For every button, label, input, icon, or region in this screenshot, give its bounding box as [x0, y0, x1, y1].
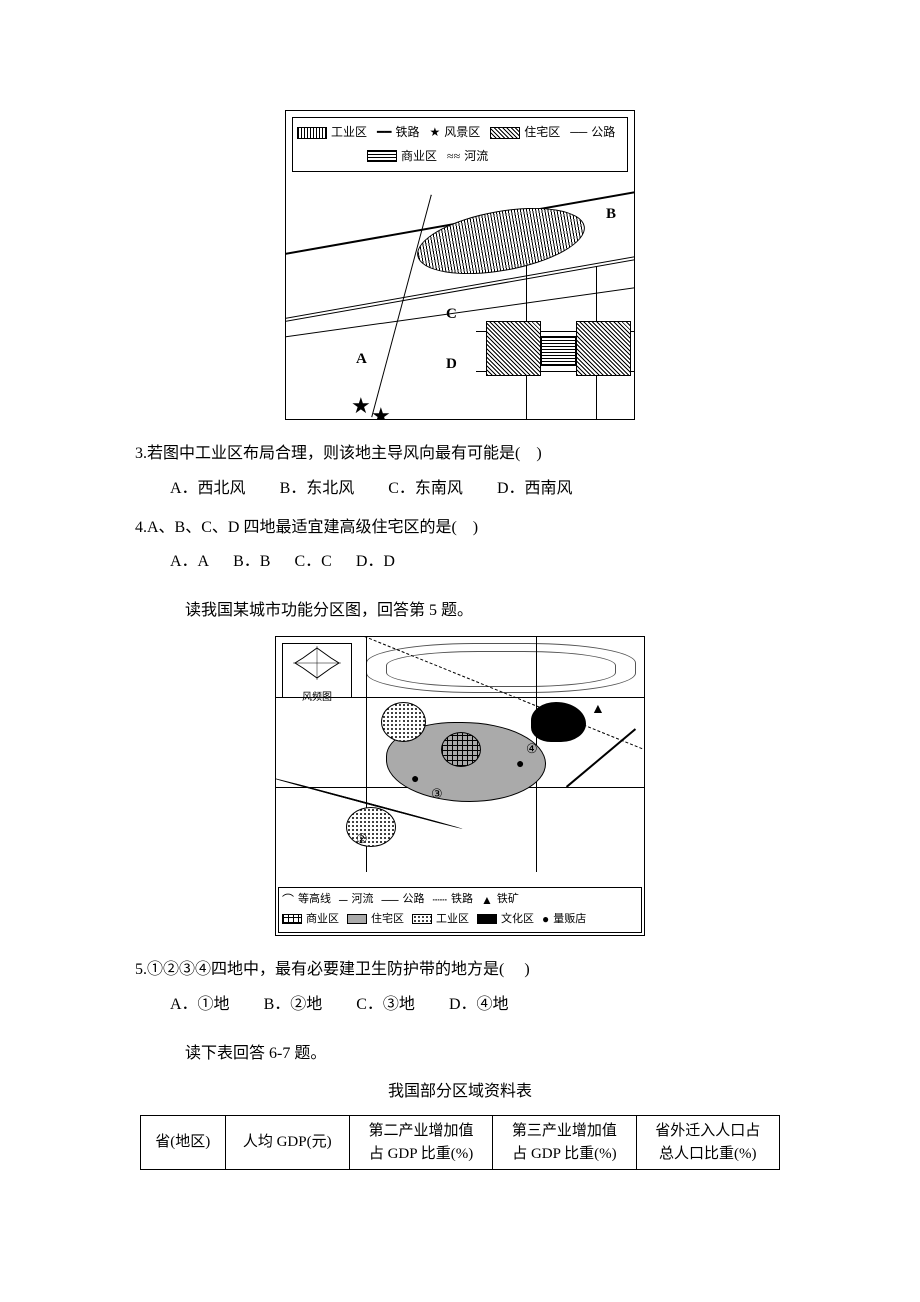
question-5-options: A．①地 B．②地 C．③地 D．④地 — [135, 991, 785, 1020]
f2-leg-industrial: 工业区 — [412, 911, 469, 929]
figure-city-layout-1: 工业区 ━━铁路 ★风景区 住宅区 ──公路 商业区 ≈≈河流 A B C D … — [285, 110, 635, 420]
legend-railway-label: 铁路 — [395, 122, 419, 144]
q5-option-A: A．①地 — [170, 991, 230, 1020]
legend-commercial: 商业区 — [367, 146, 437, 168]
store-dot-1: ● — [516, 752, 524, 777]
question-3: 3.若图中工业区布局合理，则该地主导风向最有可能是( ) — [135, 440, 785, 469]
f2-leg-road: ──公路 — [382, 891, 425, 910]
f2-road-h1 — [276, 697, 644, 698]
legend-railway: ━━铁路 — [377, 122, 419, 144]
f2-leg-store: ●量贩店 — [542, 910, 586, 929]
col-migration: 省外迁入人口占 总人口比重(%) — [636, 1116, 779, 1170]
legend-river: ≈≈河流 — [447, 146, 488, 168]
label-B: B — [606, 201, 616, 228]
q3-option-B: B．东北风 — [280, 475, 355, 504]
col-secondary: 第二产业增加值 占 GDP 比重(%) — [349, 1116, 492, 1170]
f2-cultural-zone — [531, 702, 586, 742]
figure2-content: 风频图 ① ② ③ ④ ● ● ▲ ⌒等高线 ─河流 ──公 — [276, 637, 644, 935]
legend-river-label: 河流 — [464, 146, 488, 168]
legend-residential-label: 住宅区 — [524, 122, 560, 144]
star-icon-1: ★ — [351, 386, 371, 419]
question-4: 4.A、B、C、D 四地最适宜建高级住宅区的是( ) — [135, 514, 785, 543]
iron-mine-marker: ▲ — [591, 697, 605, 722]
legend-road-label: 公路 — [591, 122, 615, 144]
figure-city-function-zones: 风频图 ① ② ③ ④ ● ● ▲ ⌒等高线 ─河流 ──公 — [275, 636, 645, 936]
wind-frequency-box: 风频图 — [282, 643, 352, 698]
table-header-row: 省(地区) 人均 GDP(元) 第二产业增加值 占 GDP 比重(%) 第三产业… — [141, 1116, 780, 1170]
q3-option-C: C．东南风 — [388, 475, 463, 504]
marker-4: ④ — [526, 737, 538, 760]
legend-scenic: ★风景区 — [429, 122, 480, 144]
question-5-intro: 读我国某城市功能分区图，回答第 5 题。 — [135, 597, 785, 626]
marker-3: ③ — [431, 782, 443, 805]
wind-rose-icon — [283, 644, 351, 682]
road-line-2 — [371, 195, 431, 417]
table-title: 我国部分区域资料表 — [135, 1078, 785, 1107]
legend-residential: 住宅区 — [490, 122, 560, 144]
figure1-content: 工业区 ━━铁路 ★风景区 住宅区 ──公路 商业区 ≈≈河流 A B C D … — [286, 111, 634, 419]
legend-industrial-label: 工业区 — [331, 122, 367, 144]
question-5-text: 5.①②③④四地中，最有必要建卫生防护带的地方是( ) — [135, 961, 530, 978]
f2-leg-river: ─河流 — [339, 891, 374, 910]
q3-option-A: A．西北风 — [170, 475, 246, 504]
f2-leg-cultural: 文化区 — [477, 911, 534, 929]
marker-1: ① — [396, 712, 408, 735]
legend-industrial: 工业区 — [297, 122, 367, 144]
q4-option-B: B．B — [233, 548, 270, 577]
residential-zone-1 — [486, 321, 541, 376]
label-D: D — [446, 351, 457, 378]
legend-road: ──公路 — [570, 122, 615, 144]
question-4-text: 4.A、B、C、D 四地最适宜建高级住宅区的是( ) — [135, 519, 478, 536]
f2-leg-iron: ▲铁矿 — [481, 891, 519, 910]
question-3-text: 3.若图中工业区布局合理，则该地主导风向最有可能是( ) — [135, 445, 542, 462]
residential-zone-2 — [576, 321, 631, 376]
legend-scenic-label: 风景区 — [444, 122, 480, 144]
star-icon-2: ★ — [371, 396, 391, 419]
f2-leg-railway: ┄┄铁路 — [433, 891, 473, 910]
col-tertiary: 第三产业增加值 占 GDP 比重(%) — [493, 1116, 636, 1170]
question-4-options: A．A B．B C．C D．D — [135, 548, 785, 577]
marker-2: ② — [356, 827, 368, 850]
q5-option-B: B．②地 — [264, 991, 323, 1020]
wind-label: 风频图 — [283, 689, 351, 707]
q4-option-D: D．D — [356, 548, 395, 577]
col-gdp: 人均 GDP(元) — [225, 1116, 349, 1170]
store-dot-2: ● — [411, 767, 419, 792]
col-province: 省(地区) — [141, 1116, 226, 1170]
f2-industrial-zone-2 — [346, 807, 396, 847]
question-5: 5.①②③④四地中，最有必要建卫生防护带的地方是( ) — [135, 956, 785, 985]
f2-leg-contour: ⌒等高线 — [282, 891, 331, 910]
legend-commercial-label: 商业区 — [401, 146, 437, 168]
label-C: C — [446, 301, 457, 328]
q4-option-C: C．C — [294, 548, 331, 577]
commercial-zone — [541, 336, 576, 366]
f2-leg-commercial: 商业区 — [282, 911, 339, 929]
figure2-legend: ⌒等高线 ─河流 ──公路 ┄┄铁路 ▲铁矿 商业区 住宅区 工业区 文化区 ●… — [278, 887, 642, 933]
q5-option-C: C．③地 — [356, 991, 415, 1020]
f2-commercial-zone — [441, 732, 481, 767]
question-67-intro: 读下表回答 6-7 题。 — [135, 1040, 785, 1069]
q3-option-D: D．西南风 — [497, 475, 573, 504]
q4-option-A: A．A — [170, 548, 209, 577]
figure1-legend: 工业区 ━━铁路 ★风景区 住宅区 ──公路 商业区 ≈≈河流 — [292, 117, 628, 172]
question-3-options: A．西北风 B．东北风 C．东南风 D．西南风 — [135, 475, 785, 504]
f2-leg-residential: 住宅区 — [347, 911, 404, 929]
label-A: A — [356, 346, 367, 373]
q5-option-D: D．④地 — [449, 991, 509, 1020]
contour-2 — [386, 651, 616, 687]
regional-data-table: 省(地区) 人均 GDP(元) 第二产业增加值 占 GDP 比重(%) 第三产业… — [140, 1115, 780, 1170]
